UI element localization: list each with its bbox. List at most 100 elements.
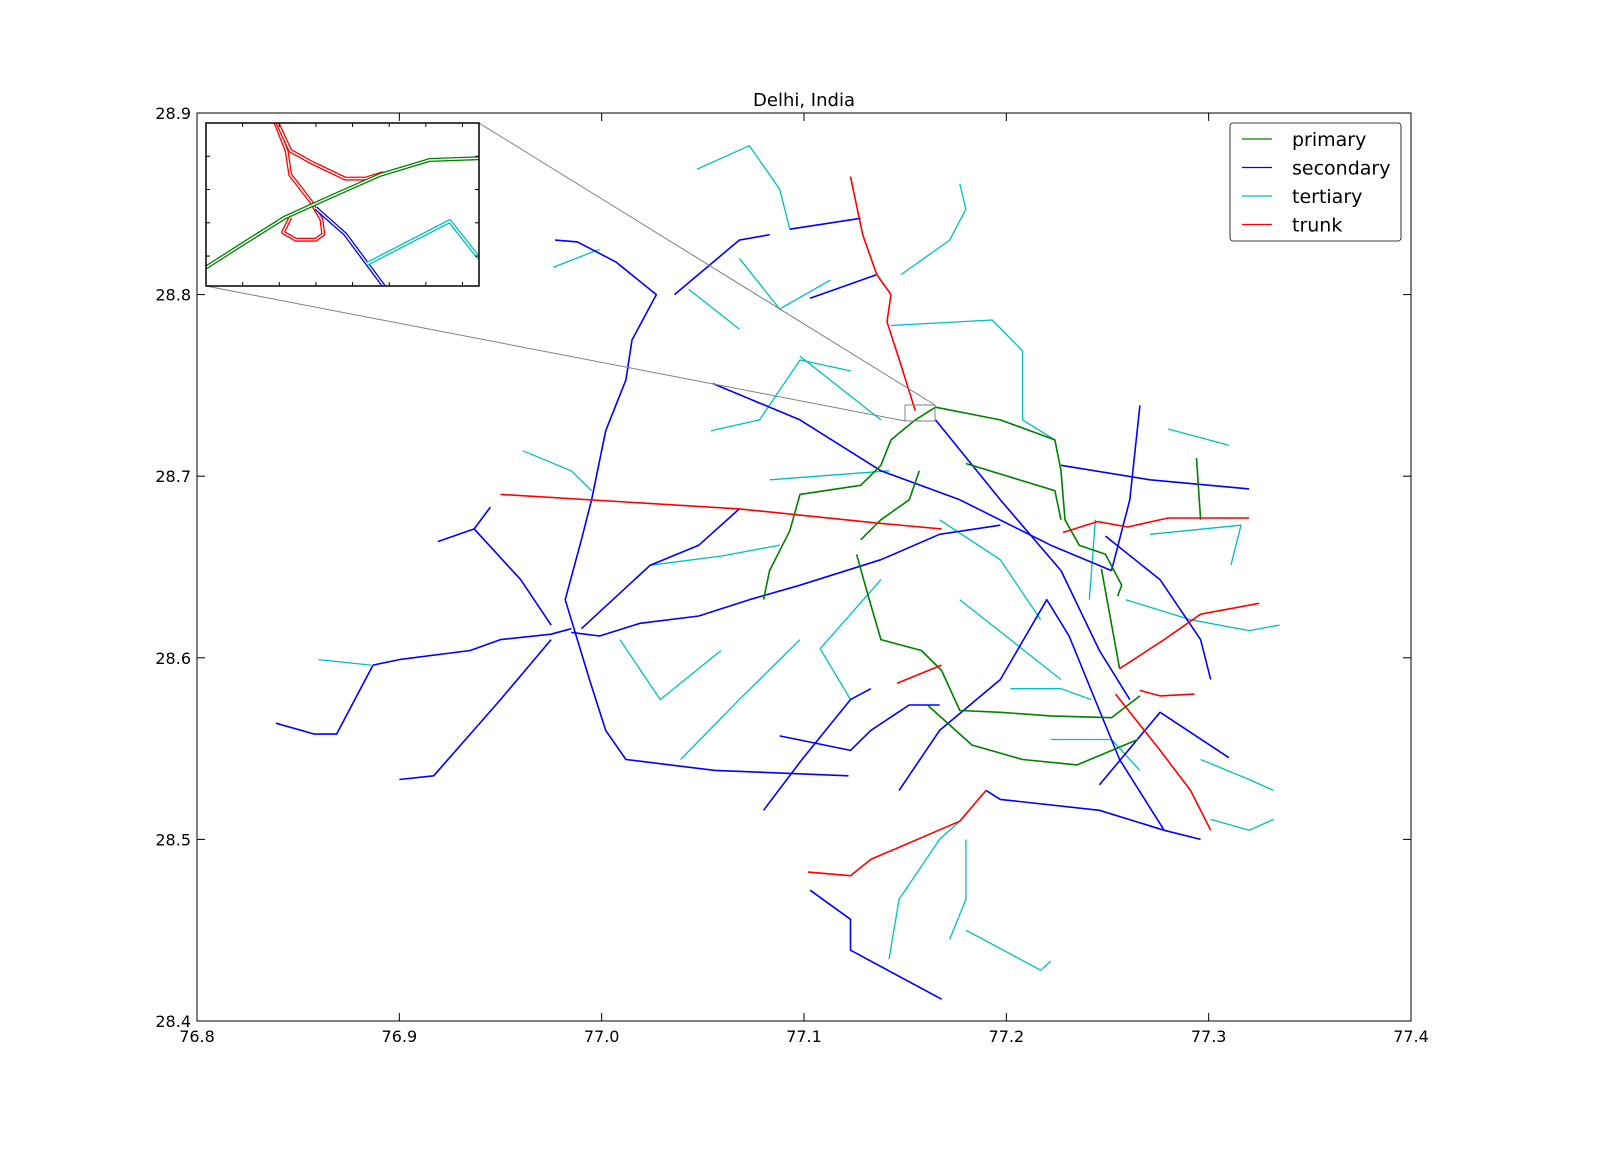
secondary-road-10 — [809, 273, 878, 299]
tertiary-road-5 — [888, 820, 961, 960]
primary-road-1 — [762, 419, 916, 600]
legend-item-trunk: trunk — [1242, 215, 1342, 237]
legend-item-secondary: secondary — [1242, 158, 1390, 180]
tertiary-road-15 — [1210, 818, 1274, 831]
secondary-road-7 — [712, 382, 1112, 572]
trunk-road-3 — [1114, 693, 1212, 831]
legend-label: secondary — [1292, 158, 1390, 180]
primary-road-0 — [914, 406, 1123, 597]
legend-label: trunk — [1292, 215, 1342, 237]
secondary-road-17 — [779, 704, 940, 752]
inset-secondary-road-3 — [314, 206, 386, 286]
trunk-road-7 — [1139, 689, 1195, 697]
inset-axes — [205, 122, 480, 287]
tertiary-road-0 — [696, 145, 791, 230]
tertiary-road-2 — [890, 319, 1056, 441]
secondary-road-1 — [571, 524, 1001, 637]
tertiary-road-24 — [939, 519, 1042, 621]
secondary-road-6 — [580, 508, 740, 630]
zoom-connector-bottom — [205, 285, 906, 422]
primary-road-5 — [965, 462, 1062, 520]
tertiary-road-14 — [1200, 758, 1274, 791]
tertiary-road-13 — [1190, 619, 1280, 632]
legend-label: tertiary — [1292, 186, 1362, 208]
tertiary-road-7 — [965, 929, 1052, 971]
y-tick-label: 28.9 — [155, 104, 191, 123]
secondary-road-13 — [1110, 405, 1141, 571]
y-tick-label: 28.6 — [155, 649, 191, 668]
tertiary-road-4 — [318, 658, 372, 666]
axis-ticks: 76.8 76.9 77.0 77.1 77.2 77.3 77.4 28.4 28.5 28.6… — [155, 104, 1428, 1046]
secondary-road-5 — [399, 639, 552, 781]
secondary-road-20 — [1098, 711, 1230, 786]
secondary-road-16 — [985, 789, 1201, 841]
x-tick-label: 76.9 — [382, 1027, 418, 1046]
secondary-road-8 — [673, 233, 770, 296]
tertiary-road-10 — [619, 639, 722, 701]
inset-tertiary-road-4 — [366, 219, 479, 266]
chart-title: Delhi, India — [753, 90, 855, 111]
tertiary-road-20 — [769, 470, 890, 481]
secondary-road-18 — [898, 598, 1165, 831]
legend-label: primary — [1292, 129, 1366, 151]
secondary-road-15 — [809, 889, 942, 1000]
tertiary-road-26 — [1010, 688, 1092, 701]
tertiary-road-9 — [680, 639, 801, 760]
secondary-road-14 — [1105, 535, 1212, 680]
inset-trunk-road-0 — [273, 123, 326, 242]
trunk-road-5 — [807, 789, 987, 877]
x-tick-label: 77.2 — [989, 1027, 1025, 1046]
tertiary-road-22 — [1149, 524, 1242, 566]
y-tick-label: 28.8 — [155, 286, 191, 305]
tertiary-road-18 — [799, 355, 882, 421]
zoom-region-marker — [904, 404, 936, 422]
zoom-connector-top — [478, 122, 936, 406]
secondary-road-3 — [437, 506, 492, 543]
tertiary-road-6 — [949, 839, 967, 940]
primary-road-4 — [926, 704, 1139, 766]
tertiary-road-21 — [650, 544, 780, 566]
legend-item-tertiary: tertiary — [1242, 186, 1362, 208]
trunk-road-1 — [1062, 517, 1250, 534]
x-tick-label: 77.3 — [1191, 1027, 1227, 1046]
secondary-road-2 — [555, 239, 849, 777]
tertiary-road-16 — [710, 359, 851, 432]
y-tick-label: 28.7 — [155, 467, 191, 486]
legend: primary secondary tertiary trunk — [1229, 122, 1402, 242]
tertiary-road-23 — [1125, 599, 1191, 621]
trunk-road-0 — [500, 493, 942, 530]
tertiary-road-11 — [1088, 519, 1097, 600]
tertiary-road-3 — [552, 248, 600, 269]
x-tick-label: 77.0 — [584, 1027, 620, 1046]
secondary-road-12 — [1060, 464, 1250, 490]
trunk-road-2 — [849, 176, 917, 412]
tertiary-road-25 — [959, 599, 1062, 681]
x-tick-label: 77.4 — [1393, 1027, 1429, 1046]
tertiary-road-19 — [688, 288, 740, 330]
road-network — [275, 145, 1280, 1000]
tertiary-road-1 — [900, 183, 967, 276]
tertiary-road-17 — [738, 257, 831, 310]
inset-frame — [205, 122, 480, 287]
trunk-road-6 — [896, 664, 942, 684]
legend-box — [1229, 122, 1402, 242]
primary-road-2 — [860, 470, 921, 541]
tertiary-road-8 — [522, 450, 593, 492]
primary-road-6 — [1195, 457, 1202, 520]
primary-road-3 — [855, 554, 1141, 719]
x-tick-label: 77.1 — [786, 1027, 822, 1046]
x-tick-label: 76.8 — [179, 1027, 215, 1046]
tertiary-road-12 — [1168, 428, 1230, 446]
secondary-road-9 — [789, 217, 861, 230]
tertiary-road-28 — [819, 579, 882, 700]
primary-road-7 — [1100, 568, 1121, 669]
secondary-road-11 — [934, 419, 1131, 701]
secondary-road-19 — [762, 687, 872, 811]
secondary-road-4 — [473, 528, 552, 626]
inset-primary-road-2 — [206, 156, 479, 270]
y-tick-label: 28.5 — [155, 830, 191, 849]
secondary-road-0 — [275, 627, 572, 735]
legend-item-primary: primary — [1242, 129, 1366, 151]
trunk-road-4 — [1119, 602, 1260, 670]
